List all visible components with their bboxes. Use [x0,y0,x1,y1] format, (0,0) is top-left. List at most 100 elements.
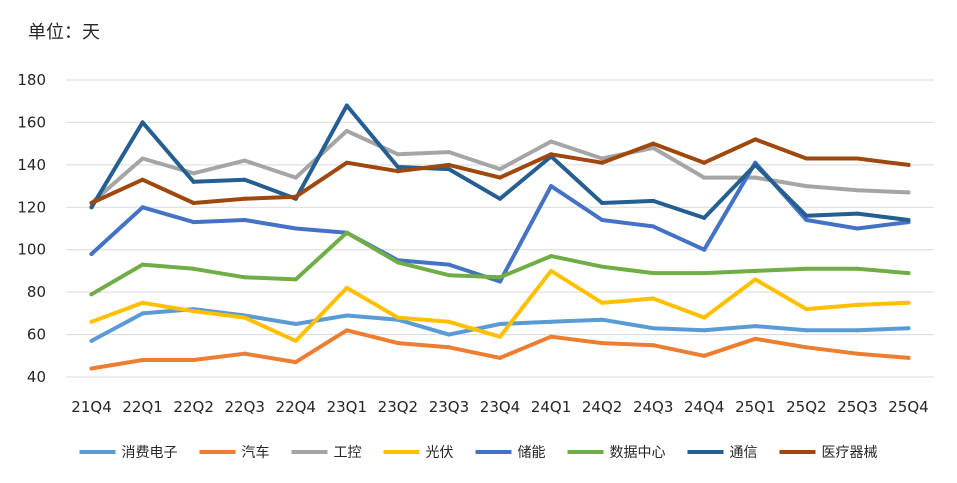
series-layer [89,103,911,371]
x-tick-label: 24Q1 [531,398,571,416]
data-point [140,311,145,316]
data-point [804,328,809,333]
data-point [906,300,911,305]
legend-item: 工控 [291,445,362,461]
legend-label: 数据中心 [610,445,666,461]
data-point [600,264,605,269]
data-point [344,313,349,318]
x-tick-label: 22Q4 [276,398,316,416]
series-6 [89,230,911,297]
data-point [549,254,554,259]
x-tick-label: 23Q3 [429,398,469,416]
series-3 [89,128,911,206]
data-point [651,141,656,146]
data-point [242,275,247,280]
x-tick-label: 22Q1 [122,398,162,416]
data-point [140,120,145,125]
x-tick-label: 25Q4 [888,398,928,416]
legend-label: 储能 [518,445,546,461]
data-point [140,300,145,305]
x-axis-labels: 21Q4 22Q1 22Q2 22Q3 22Q4 23Q1 23Q2 23Q3 23Q4 24Q1… [71,398,928,416]
data-point [549,268,554,273]
data-point [89,205,94,210]
data-point [702,175,707,180]
data-point [600,201,605,206]
series-line [89,128,911,205]
data-point [446,319,451,324]
data-point [242,351,247,356]
data-point [140,205,145,210]
grid-layer [66,79,934,378]
data-point [855,188,860,193]
legend-label: 医疗器械 [822,445,878,461]
data-point [549,334,554,339]
data-point [906,355,911,360]
data-point [549,184,554,189]
data-point [293,194,298,199]
x-tick-label: 25Q2 [786,398,826,416]
series-line [89,230,911,297]
data-point [804,184,809,189]
y-tick-label: 120 [17,198,46,216]
data-point [549,152,554,157]
y-axis-labels: 40 60 80 100 120 140 160 180 [17,71,46,386]
x-tick-label: 25Q3 [837,398,877,416]
legend-item: 消费电子 [79,445,178,461]
data-point [855,328,860,333]
data-point [446,345,451,350]
x-tick-label: 24Q4 [684,398,724,416]
x-tick-label: 22Q3 [224,398,264,416]
data-point [89,366,94,371]
data-point [906,326,911,331]
data-point [293,338,298,343]
data-point [293,175,298,180]
y-tick-label: 140 [17,156,46,174]
data-point [855,156,860,161]
data-point [191,309,196,314]
data-point [140,262,145,267]
data-point [498,334,502,339]
data-point [600,156,605,161]
data-point [753,175,758,180]
data-point [446,167,451,172]
data-point [140,177,145,182]
y-tick-label: 60 [27,326,46,344]
y-tick-label: 180 [17,71,46,89]
data-point [446,150,451,155]
data-point [498,175,502,180]
data-point [651,145,656,150]
data-point [804,345,809,350]
data-point [498,355,502,360]
data-point [498,275,502,280]
legend-item: 光伏 [383,445,454,461]
legend: 消费电子 汽车 工控 光伏 储能 数据中心 通信 医疗器械 [79,444,878,461]
data-point [191,179,196,184]
data-point [804,218,809,223]
data-point [600,341,605,346]
y-tick-label: 100 [17,241,46,259]
x-tick-label: 22Q2 [173,398,213,416]
data-point [702,328,707,333]
data-point [293,277,298,282]
x-tick-label: 24Q3 [633,398,673,416]
data-point [191,358,196,363]
data-point [344,103,349,108]
series-4 [89,268,911,343]
data-point [855,226,860,231]
data-point [89,201,94,206]
data-point [753,277,758,282]
x-tick-label: 24Q2 [582,398,622,416]
legend-item: 通信 [687,445,758,461]
legend-label: 工控 [334,445,362,461]
data-point [702,353,707,358]
data-point [498,321,502,326]
data-point [140,358,145,363]
legend-item: 储能 [475,445,546,461]
data-point [753,137,758,142]
data-point [498,279,502,284]
data-point [855,266,860,271]
data-point [89,319,94,324]
data-point [446,162,451,167]
data-point [293,360,298,365]
data-point [651,198,656,203]
